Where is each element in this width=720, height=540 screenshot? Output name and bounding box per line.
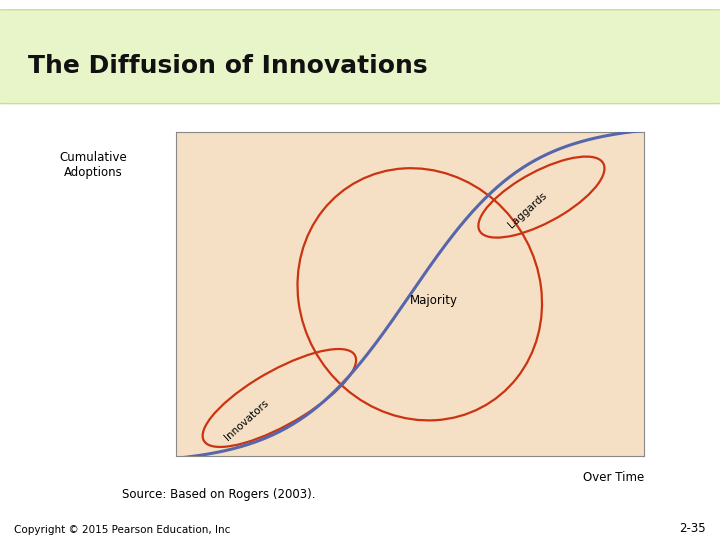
Text: Innovators: Innovators [222,399,271,443]
Text: The Diffusion of Innovations: The Diffusion of Innovations [28,55,428,78]
Text: Over Time: Over Time [583,471,644,484]
Text: Source: Based on Rogers (2003).: Source: Based on Rogers (2003). [122,488,316,501]
FancyBboxPatch shape [0,10,720,104]
Text: Cumulative
Adoptions: Cumulative Adoptions [60,151,127,179]
Text: 2-35: 2-35 [679,522,706,535]
Text: Laggards: Laggards [506,190,549,230]
Text: Majority: Majority [410,294,458,307]
Text: Copyright © 2015 Pearson Education, Inc: Copyright © 2015 Pearson Education, Inc [14,524,231,535]
